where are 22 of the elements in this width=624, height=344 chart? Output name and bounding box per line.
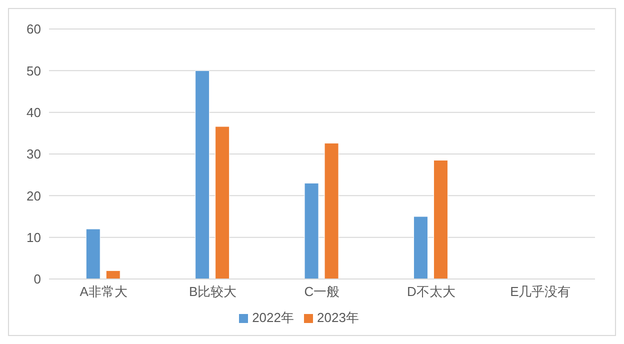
bar [106, 270, 120, 279]
bar [433, 160, 448, 279]
legend-label: 2023年 [317, 310, 359, 325]
y-tick-label: 0 [34, 272, 41, 287]
x-tick-label: A非常大 [80, 284, 128, 300]
bar [195, 70, 210, 279]
y-tick-label: 20 [26, 188, 41, 204]
bar [304, 182, 319, 279]
x-tick-label: C一般 [304, 284, 340, 300]
bar [413, 216, 428, 279]
y-tick-label: 50 [26, 63, 41, 78]
y-tick-label: 60 [26, 22, 41, 37]
bar [86, 228, 100, 279]
legend-label: 2022年 [252, 310, 294, 325]
y-tick-label: 30 [26, 146, 41, 162]
y-tick-label: 40 [26, 104, 41, 120]
bar [215, 126, 230, 279]
x-tick-label: B比较大 [188, 284, 237, 300]
x-tick-label: D不太大 [407, 284, 456, 300]
x-tick-label: E几乎没有 [510, 284, 571, 300]
y-tick-label: 10 [26, 230, 41, 245]
bar [324, 142, 339, 279]
